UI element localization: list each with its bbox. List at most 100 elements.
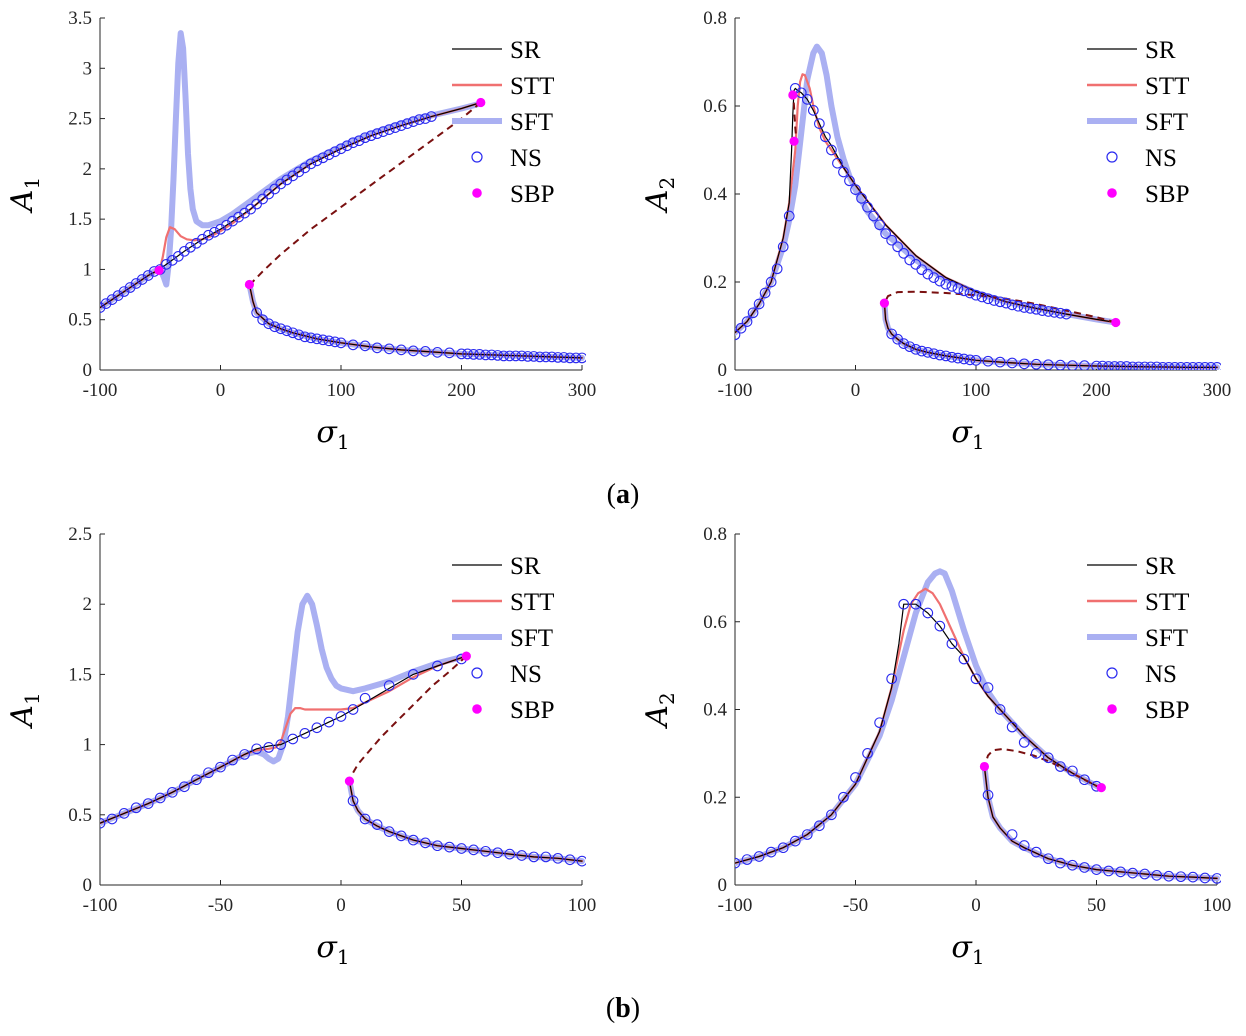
ns-point [239, 207, 250, 219]
y-axis-label: A1 [5, 692, 44, 729]
x-axis-label: σ1 [316, 930, 349, 969]
y-tick-label: 0.4 [703, 184, 727, 205]
ns-point [982, 682, 994, 693]
series-stt [735, 587, 1103, 865]
ns-point [1006, 829, 1018, 840]
ns-point [850, 184, 861, 195]
sbp-point [1096, 782, 1106, 793]
ns-point [468, 844, 479, 856]
ns-point [1211, 873, 1221, 884]
ns-point [765, 276, 777, 288]
ns-point [293, 329, 305, 341]
ns-point [323, 149, 335, 161]
legend-swatch-ns [1106, 151, 1118, 163]
x-tick-label: -100 [718, 380, 753, 401]
legend-label-sr: SR [510, 37, 541, 64]
ns-point [269, 321, 281, 333]
ns-point [407, 669, 419, 680]
ns-point [311, 155, 323, 167]
ns-point [540, 851, 552, 863]
ns-point [994, 704, 1006, 715]
ns-point [970, 289, 982, 301]
legend-swatch-ns [471, 667, 483, 679]
ns-point [1042, 359, 1054, 370]
ns-point [570, 352, 582, 364]
y-tick-label: 2 [83, 159, 93, 180]
ns-point [444, 347, 455, 359]
legend-label-sbp: SBP [1145, 697, 1189, 724]
ns-point [106, 294, 118, 305]
ns-point [1042, 853, 1054, 865]
ns-point [576, 855, 586, 867]
ns-point [371, 819, 383, 830]
ns-point [880, 228, 891, 239]
ns-point [856, 193, 867, 204]
ns-point [191, 237, 202, 249]
ns-point [1163, 870, 1175, 882]
panel-label-open: ( [606, 993, 615, 1024]
ns-point [1000, 297, 1012, 309]
ns-point [946, 281, 958, 292]
x-tick-label: 100 [962, 380, 991, 401]
ns-point [982, 789, 994, 801]
ns-point [576, 352, 586, 364]
ns-point [118, 286, 130, 297]
ns-point [215, 223, 226, 235]
ns-point [395, 830, 407, 842]
y-tick-label: 0.5 [68, 805, 92, 826]
legend-label-sbp: SBP [510, 697, 554, 724]
ns-point [413, 114, 425, 125]
ns-point [432, 660, 443, 672]
ns-point [299, 728, 311, 739]
legend-label-stt: STT [510, 73, 554, 100]
x-axis-label-subscript: 1 [972, 945, 985, 969]
x-tick-label: 100 [327, 380, 356, 401]
ns-point [771, 263, 783, 275]
ns-point [777, 842, 789, 854]
x-tick-label: 0 [851, 380, 861, 401]
ns-point [994, 296, 1006, 308]
series-sr [100, 101, 482, 309]
ns-point [783, 210, 795, 222]
ns-point [934, 275, 946, 287]
sbp-point [1111, 317, 1121, 328]
series-sr-lower [983, 765, 1218, 880]
ns-point [359, 340, 371, 352]
ns-point [407, 345, 419, 357]
ns-point [753, 298, 765, 310]
sbp-point [879, 298, 890, 308]
ns-point [1181, 362, 1193, 370]
ns-point [263, 318, 275, 330]
y-tick-label: 0 [83, 360, 93, 381]
ns-point [179, 781, 190, 793]
ns-point [952, 283, 964, 294]
ns-point [166, 786, 178, 798]
ns-point [1048, 307, 1060, 318]
ns-point [735, 857, 741, 869]
ns-point [1054, 761, 1066, 772]
ns-point [1042, 306, 1054, 317]
ns-point [221, 219, 232, 231]
ns-point [347, 795, 359, 807]
series-sft [735, 568, 1105, 867]
ns-point [765, 846, 777, 858]
series-sr [735, 603, 1102, 864]
ns-point [142, 798, 154, 809]
y-axis-label-symbol: A [640, 705, 675, 730]
ns-point [275, 739, 287, 750]
ns-point [904, 341, 916, 353]
ns-point [191, 774, 202, 786]
ns-point [928, 348, 940, 360]
legend-label-ns: NS [1145, 661, 1177, 688]
ns-point [1091, 360, 1102, 370]
x-axis-label: σ1 [316, 415, 349, 454]
ns-point [934, 349, 946, 361]
ns-point [898, 338, 910, 349]
ns-point [1079, 774, 1090, 786]
ns-point [801, 94, 813, 105]
legend-label-sft: SFT [1145, 109, 1188, 136]
ns-point [456, 348, 467, 360]
ns-point [982, 293, 994, 305]
ns-point [287, 170, 299, 182]
legend-label-stt: STT [1145, 589, 1189, 616]
